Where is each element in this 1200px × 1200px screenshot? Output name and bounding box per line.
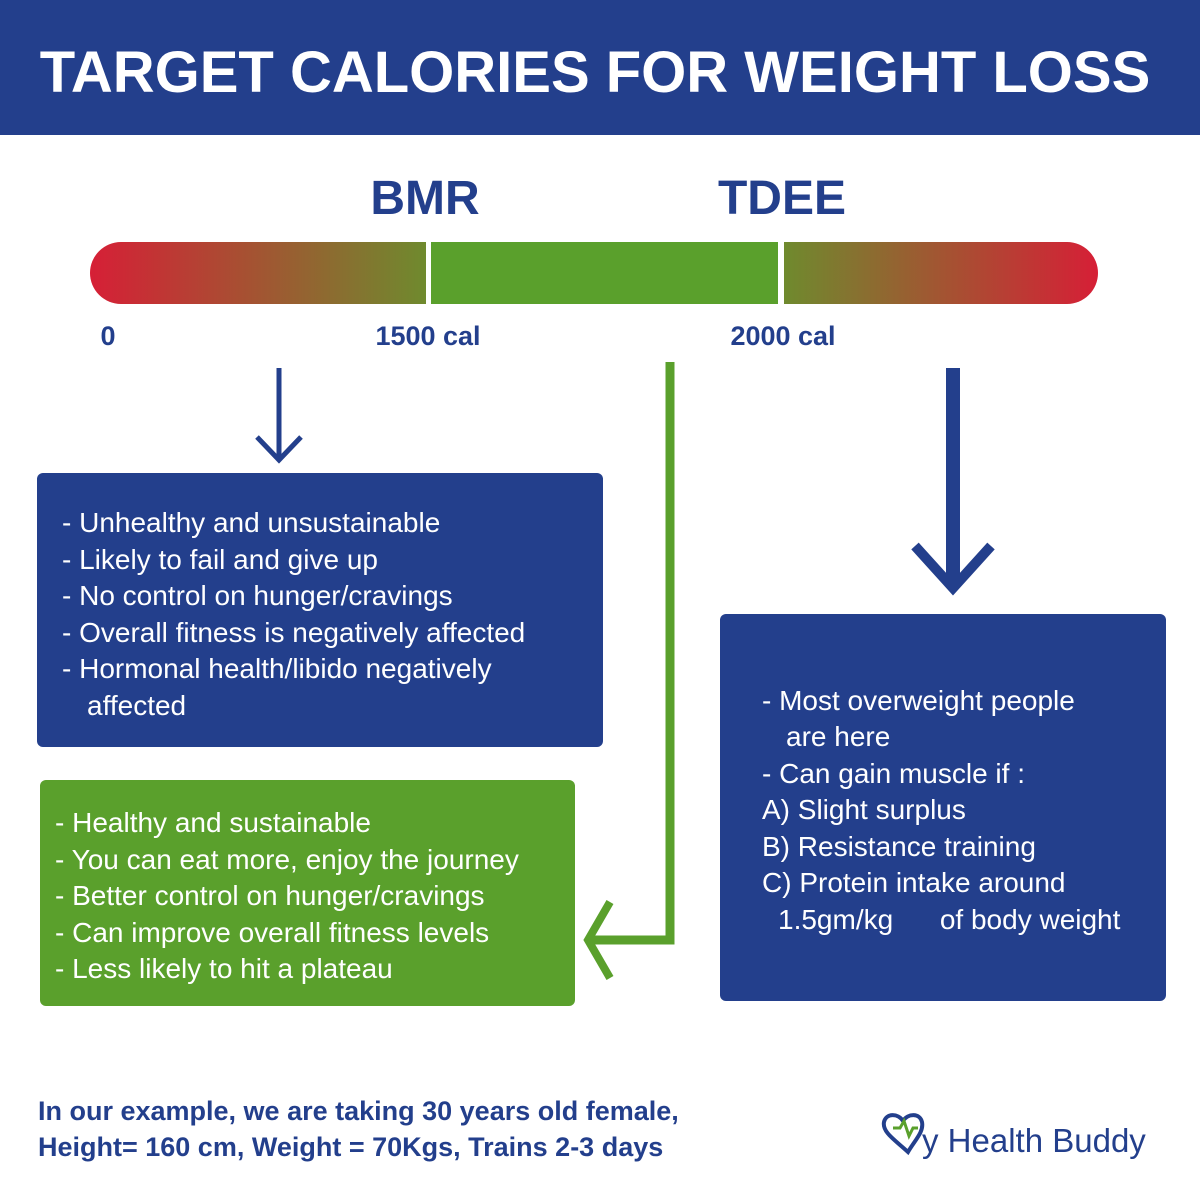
box-line: - Hormonal health/libido negatively — [62, 653, 492, 684]
box-line: - Likely to fail and give up — [62, 544, 378, 575]
footer-line: Height= 160 cm, Weight = 70Kgs, Trains 2… — [38, 1132, 663, 1162]
bar-segment — [431, 242, 778, 304]
arrow — [911, 368, 995, 596]
title: TARGET CALORIES FOR WEIGHT LOSS — [40, 40, 1151, 105]
box-line: - Can improve overall fitness levels — [55, 917, 489, 948]
scale-label: TDEE — [718, 172, 846, 225]
scale-tick: 2000 cal — [730, 321, 835, 351]
footer-line: In our example, we are taking 30 years o… — [38, 1096, 679, 1126]
logo-text: y Health Buddy — [922, 1122, 1146, 1159]
box-line: A) Slight surplus — [762, 794, 966, 825]
logo-pulse — [893, 1117, 918, 1140]
box-line: C) Protein intake around — [762, 867, 1066, 898]
arrow — [583, 362, 675, 981]
box-line: B) Resistance training — [762, 831, 1036, 862]
box-line: - No control on hunger/cravings — [62, 580, 453, 611]
box-line: - You can eat more, enjoy the journey — [55, 844, 519, 875]
header-bar — [0, 0, 1200, 135]
box-line: - Healthy and sustainable — [55, 807, 371, 838]
info-box — [720, 614, 1166, 1001]
box-line: - Most overweight people — [762, 685, 1075, 716]
box-line: are here — [786, 721, 890, 752]
box-line: - Better control on hunger/cravings — [55, 880, 485, 911]
box-line: - Can gain muscle if : — [762, 758, 1025, 789]
bar-segment — [90, 242, 426, 304]
logo: y Health Buddy — [881, 1113, 1146, 1159]
bar-segment — [784, 242, 1098, 304]
info-box — [40, 780, 575, 1006]
box-line: - Unhealthy and unsustainable — [62, 507, 440, 538]
box-line: - Less likely to hit a plateau — [55, 953, 393, 984]
calorie-bar — [90, 242, 1098, 304]
box-line: - Overall fitness is negatively affected — [62, 617, 525, 648]
arrow — [255, 368, 303, 464]
info-box — [37, 473, 603, 747]
box-line: 1.5gm/kg of body weight — [778, 904, 1121, 935]
scale-tick: 1500 cal — [375, 321, 480, 351]
scale-label: BMR — [370, 172, 479, 225]
box-line: affected — [87, 690, 186, 721]
scale-tick: 0 — [100, 321, 115, 351]
